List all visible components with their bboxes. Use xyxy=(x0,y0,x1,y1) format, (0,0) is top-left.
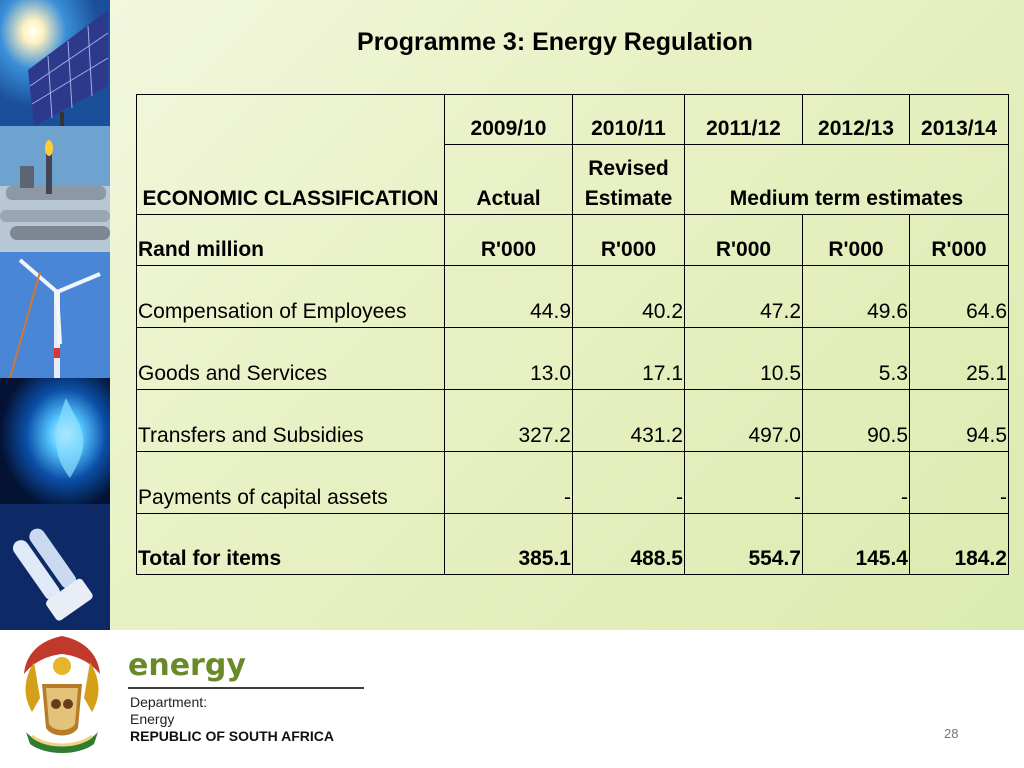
table-row: Transfers and Subsidies 327.2 431.2 497.… xyxy=(136,389,1009,452)
value-cell: - xyxy=(684,451,803,514)
brand-department-name: Energy xyxy=(130,711,175,727)
value-cell: 327.2 xyxy=(444,389,573,452)
value-cell: 5.3 xyxy=(802,327,910,390)
row-label: Goods and Services xyxy=(136,327,445,390)
page-number: 28 xyxy=(944,726,959,741)
year-2010-11-header: 2010/11 xyxy=(572,94,685,145)
slide-title: Programme 3: Energy Regulation xyxy=(357,28,753,56)
classification-header: ECONOMIC CLASSIFICATION xyxy=(136,94,445,215)
actual-header: Actual xyxy=(444,144,573,215)
refinery-flare-photo xyxy=(0,126,110,252)
year-2013-14-header: 2013/14 xyxy=(909,94,1009,145)
total-value-cell: 385.1 xyxy=(444,513,573,575)
unit-cell: R'000 xyxy=(444,214,573,266)
year-2009-10-header: 2009/10 xyxy=(444,94,573,145)
unit-cell: R'000 xyxy=(909,214,1009,266)
table-row: Payments of capital assets - - - - - xyxy=(136,451,1009,514)
solar-panels-photo xyxy=(0,0,110,126)
photo-strip xyxy=(0,0,110,630)
value-cell: 25.1 xyxy=(909,327,1009,390)
table-total-row: Total for items 385.1 488.5 554.7 145.4 … xyxy=(136,513,1009,575)
unit-label: Rand million xyxy=(136,214,445,266)
value-cell: 10.5 xyxy=(684,327,803,390)
value-cell: 497.0 xyxy=(684,389,803,452)
row-label: Compensation of Employees xyxy=(136,265,445,328)
total-value-cell: 184.2 xyxy=(909,513,1009,575)
brand-department: Department: xyxy=(130,694,208,710)
table-row: Compensation of Employees 44.9 40.2 47.2… xyxy=(136,265,1009,328)
revised-estimate-header: Revised Estimate xyxy=(572,144,685,215)
row-label: Transfers and Subsidies xyxy=(136,389,445,452)
table-units-row: Rand million R'000 R'000 R'000 R'000 R'0… xyxy=(136,214,1009,266)
medium-term-header: Medium term estimates xyxy=(684,144,1009,215)
value-cell: 44.9 xyxy=(444,265,573,328)
value-cell: - xyxy=(909,451,1009,514)
total-value-cell: 554.7 xyxy=(684,513,803,575)
slide-footer: energy Department: Energy REPUBLIC OF SO… xyxy=(0,630,1024,768)
value-cell: 94.5 xyxy=(909,389,1009,452)
unit-cell: R'000 xyxy=(684,214,803,266)
value-cell: - xyxy=(802,451,910,514)
total-label: Total for items xyxy=(136,513,445,575)
year-2011-12-header: 2011/12 xyxy=(684,94,803,145)
table-header-years-row: ECONOMIC CLASSIFICATION 2009/10 2010/11 … xyxy=(136,94,1009,215)
year-2012-13-header: 2012/13 xyxy=(802,94,910,145)
unit-cell: R'000 xyxy=(802,214,910,266)
value-cell: 431.2 xyxy=(572,389,685,452)
total-value-cell: 145.4 xyxy=(802,513,910,575)
slide-background: Programme 3: Energy Regulation ECONOMIC … xyxy=(0,0,1024,630)
brand-wordmark: energy xyxy=(128,648,246,683)
value-cell: 64.6 xyxy=(909,265,1009,328)
gas-flame-photo xyxy=(0,378,110,504)
total-value-cell: 488.5 xyxy=(572,513,685,575)
value-cell: 47.2 xyxy=(684,265,803,328)
row-label: Payments of capital assets xyxy=(136,451,445,514)
value-cell: - xyxy=(572,451,685,514)
table-header-type-row: Actual Revised Estimate Medium term esti… xyxy=(137,144,1009,215)
unit-cell: R'000 xyxy=(572,214,685,266)
value-cell: 90.5 xyxy=(802,389,910,452)
value-cell: - xyxy=(444,451,573,514)
value-cell: 17.1 xyxy=(572,327,685,390)
brand-country: REPUBLIC OF SOUTH AFRICA xyxy=(130,728,335,744)
energy-saving-bulb-photo xyxy=(0,504,110,630)
classification-header-label: ECONOMIC CLASSIFICATION xyxy=(142,187,439,210)
brand-divider xyxy=(128,687,364,689)
wind-turbine-photo xyxy=(0,252,110,378)
value-cell: 49.6 xyxy=(802,265,910,328)
value-cell: 13.0 xyxy=(444,327,573,390)
coat-of-arms-logo xyxy=(12,632,112,765)
table-row: Goods and Services 13.0 17.1 10.5 5.3 25… xyxy=(136,327,1009,390)
economic-classification-table: ECONOMIC CLASSIFICATION 2009/10 2010/11 … xyxy=(136,94,1009,575)
value-cell: 40.2 xyxy=(572,265,685,328)
